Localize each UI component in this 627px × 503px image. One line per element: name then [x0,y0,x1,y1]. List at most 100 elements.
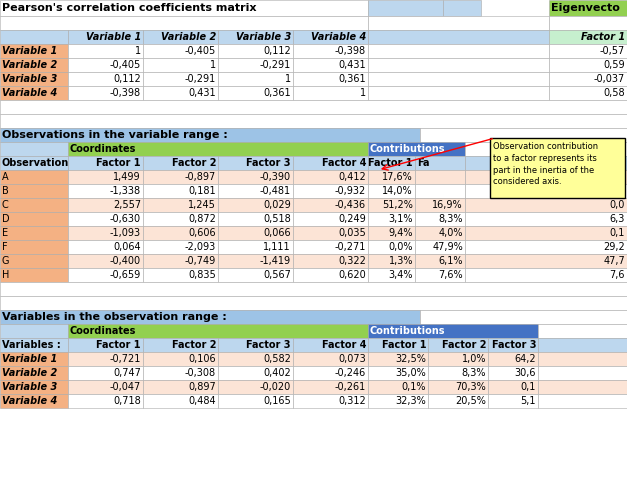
Bar [488,380,538,394]
Bar [368,380,428,394]
Bar [415,212,465,226]
Bar [549,30,627,44]
Text: 1,3%: 1,3% [389,256,413,266]
Bar [293,198,368,212]
Bar [218,156,293,170]
Text: Factor 1: Factor 1 [381,340,426,350]
Bar [415,184,465,198]
Text: 0,431: 0,431 [339,60,366,70]
Text: Factor 1: Factor 1 [369,158,413,168]
Bar [415,170,465,184]
Text: 0,1%: 0,1% [401,382,426,392]
Bar [68,254,143,268]
Bar [368,16,549,30]
Bar [0,100,627,114]
Text: Eigenvecto: Eigenvecto [551,3,620,13]
Text: 0,064: 0,064 [113,242,141,252]
Bar [68,324,368,338]
Bar [0,366,68,380]
Bar [465,212,627,226]
Bar [420,128,627,142]
Bar [218,394,293,408]
Bar [143,240,218,254]
Bar [293,58,368,72]
Bar [0,86,68,100]
Text: Pearson's correlation coefficients matrix: Pearson's correlation coefficients matri… [2,3,256,13]
Text: 30,6: 30,6 [515,368,536,378]
Bar [68,380,143,394]
Text: -0,405: -0,405 [110,60,141,70]
Bar [143,170,218,184]
Text: 0,249: 0,249 [338,214,366,224]
Bar [428,380,488,394]
Text: 5,1: 5,1 [520,396,536,406]
Bar [0,240,68,254]
Bar [428,338,488,352]
Text: Variable 4: Variable 4 [311,32,366,42]
Bar [0,184,68,198]
Bar [368,170,415,184]
Text: 0,112: 0,112 [113,74,141,84]
Text: Variables in the observation range :: Variables in the observation range : [2,312,227,322]
Bar [68,184,143,198]
Bar [0,44,68,58]
Text: -0,630: -0,630 [110,214,141,224]
Text: 0,106: 0,106 [188,354,216,364]
Bar [293,380,368,394]
Bar [368,212,415,226]
Bar [0,58,68,72]
Bar [0,296,627,310]
Bar [368,30,549,44]
Bar [0,212,68,226]
Bar [368,142,465,156]
Text: 0,073: 0,073 [338,354,366,364]
Text: 1: 1 [285,74,291,84]
Bar [465,268,627,282]
Text: Variable 3: Variable 3 [2,74,57,84]
Bar [368,0,443,16]
Text: 0,59: 0,59 [603,60,625,70]
Bar [465,170,627,184]
Bar [368,226,415,240]
Bar [143,86,218,100]
Bar [293,268,368,282]
Bar [293,170,368,184]
Text: D: D [2,214,9,224]
Text: 9,4%: 9,4% [389,228,413,238]
Text: 0,606: 0,606 [188,228,216,238]
Bar [0,310,420,324]
Text: 7,6%: 7,6% [438,270,463,280]
Bar [368,366,428,380]
Bar [68,226,143,240]
Text: 1,111: 1,111 [263,242,291,252]
Bar [0,0,368,16]
Bar [368,268,415,282]
Bar [218,58,293,72]
Bar [293,184,368,198]
Bar [368,324,538,338]
Bar [549,86,627,100]
Bar [293,44,368,58]
Text: 47,9%: 47,9% [432,242,463,252]
Bar [538,394,627,408]
Text: 3,4%: 3,4% [389,270,413,280]
Text: 1: 1 [135,46,141,56]
Bar [218,240,293,254]
Bar [143,72,218,86]
Text: Coordinates: Coordinates [70,144,137,154]
Bar [428,352,488,366]
Text: 29,2: 29,2 [603,242,625,252]
Bar [218,86,293,100]
Text: -0,291: -0,291 [260,60,291,70]
Bar [549,72,627,86]
Bar [68,30,143,44]
Bar [68,240,143,254]
Bar [68,142,368,156]
Text: E: E [2,228,8,238]
Bar [293,72,368,86]
Bar [415,226,465,240]
Text: 0,402: 0,402 [263,368,291,378]
Bar [415,198,465,212]
Text: Observation: Observation [2,158,69,168]
Bar [368,198,415,212]
